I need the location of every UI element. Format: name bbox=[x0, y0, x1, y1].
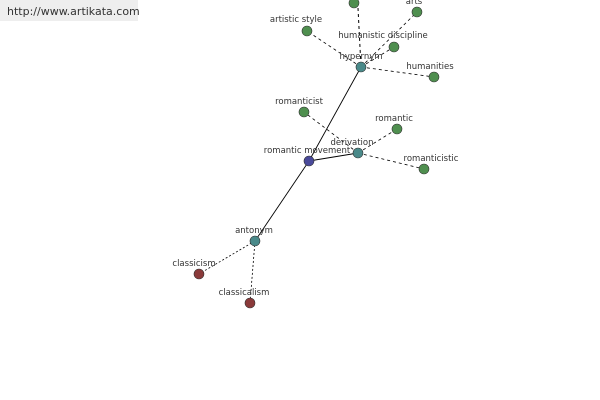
node-label: romantic movement bbox=[264, 146, 351, 156]
node bbox=[193, 268, 205, 280]
node-label: artistic style bbox=[270, 15, 322, 25]
watermark: http://www.artikata.com bbox=[7, 5, 140, 18]
node-label: romanticist bbox=[275, 97, 324, 107]
node bbox=[411, 6, 423, 18]
edge bbox=[198, 240, 256, 275]
edge bbox=[308, 152, 359, 162]
node bbox=[249, 235, 261, 247]
node bbox=[355, 61, 367, 73]
node bbox=[428, 71, 440, 83]
edges bbox=[198, 11, 435, 304]
node-label: humanistic discipline bbox=[338, 31, 427, 41]
node bbox=[244, 297, 256, 309]
edge bbox=[303, 111, 359, 154]
node-label: romantic bbox=[375, 114, 413, 124]
node bbox=[418, 163, 430, 175]
edge bbox=[306, 30, 362, 68]
edge bbox=[357, 128, 398, 154]
node-label: hypernym bbox=[339, 52, 382, 62]
node-label: antonym bbox=[235, 226, 273, 236]
node-label: humanities bbox=[406, 62, 454, 72]
edge bbox=[308, 66, 362, 162]
edge bbox=[360, 66, 435, 78]
node-label: derivation bbox=[330, 138, 373, 148]
edge bbox=[254, 160, 310, 242]
node bbox=[391, 123, 403, 135]
edge bbox=[357, 7, 362, 68]
node bbox=[352, 147, 364, 159]
node-label: arts bbox=[406, 0, 423, 7]
node bbox=[303, 155, 315, 167]
edge bbox=[357, 152, 425, 170]
node bbox=[388, 41, 400, 53]
node-label: classicalism bbox=[219, 288, 270, 298]
node-label: classicism bbox=[172, 259, 215, 269]
node-label: romanticistic bbox=[404, 154, 459, 164]
node bbox=[298, 106, 310, 118]
edge bbox=[360, 46, 395, 68]
edge bbox=[360, 11, 418, 68]
node bbox=[301, 25, 313, 37]
nodes: romantic movement hypernym derivation anton… bbox=[172, 0, 459, 309]
watermark-box bbox=[0, 0, 138, 21]
node bbox=[348, 0, 360, 9]
